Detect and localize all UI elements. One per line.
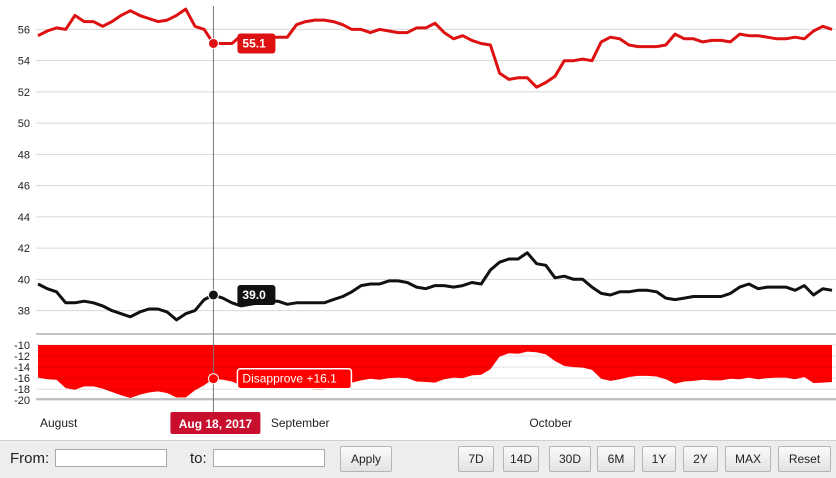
range-14d-button[interactable]: 14D <box>503 446 539 472</box>
main-y-tick-label: 56 <box>18 24 30 36</box>
spread-y-tick-label: -18 <box>14 384 30 396</box>
crosshair-date-label: Aug 18, 2017 <box>179 417 253 431</box>
spread-area <box>38 345 832 398</box>
x-axis-labels: August September October Aug 18, 2017 <box>40 412 572 434</box>
crosshair-markers: 55.1 39.0 Disapprove +16.1 <box>207 33 353 390</box>
main-y-tick-label: 46 <box>18 181 30 193</box>
spread-area-group <box>38 345 832 398</box>
range-6m-button[interactable]: 6M <box>597 446 635 472</box>
disapprove-value-label: 39.0 <box>242 288 266 302</box>
spread-value-label: Disapprove +16.1 <box>242 372 337 386</box>
approve-marker <box>207 37 219 49</box>
x-month-label: September <box>271 416 330 430</box>
approve-series-line <box>37 7 833 89</box>
approve-value-box <box>237 33 276 54</box>
spread-y-tick-label: -14 <box>14 362 30 374</box>
spread-gridlines <box>36 344 836 401</box>
main-y-tick-label: 48 <box>18 149 30 161</box>
main-y-tick-label: 54 <box>18 56 30 68</box>
from-label: From: <box>10 450 50 467</box>
main-y-tick-label: 42 <box>18 243 30 255</box>
range-7d-button[interactable]: 7D <box>458 446 494 472</box>
disapprove-value-box <box>237 284 276 305</box>
disapprove-marker <box>207 289 219 301</box>
range-2y-button[interactable]: 2Y <box>683 446 718 472</box>
crosshair-date-box <box>170 412 261 434</box>
spread-marker <box>207 373 219 385</box>
main-y-tick-label: 40 <box>18 274 30 286</box>
approve-value-label: 55.1 <box>242 36 266 50</box>
to-label: to: <box>190 450 207 467</box>
series-lines-group <box>37 7 833 322</box>
to-date-input[interactable] <box>213 449 325 467</box>
spread-y-tick-label: -20 <box>14 395 30 407</box>
main-gridlines <box>36 28 836 312</box>
main-y-tick-label: 50 <box>18 118 30 130</box>
x-month-label: August <box>40 416 78 430</box>
range-max-button[interactable]: MAX <box>725 446 771 472</box>
spread-value-box <box>236 367 353 390</box>
spread-y-axis: -10-12-14-16-18-20 <box>14 340 30 407</box>
main-y-axis: 38 40 42 44 46 48 50 52 54 56 <box>18 24 30 317</box>
main-y-tick-label: 38 <box>18 306 30 318</box>
x-month-label: October <box>529 416 572 430</box>
from-date-input[interactable] <box>55 449 167 467</box>
disapprove-series-line <box>37 251 833 322</box>
spread-y-tick-label: -12 <box>14 351 30 363</box>
range-30d-button[interactable]: 30D <box>549 446 591 472</box>
reset-button[interactable]: Reset <box>778 446 831 472</box>
spread-y-tick-label: -10 <box>14 340 30 352</box>
main-y-tick-label: 52 <box>18 87 30 99</box>
spread-y-tick-label: -16 <box>14 373 30 385</box>
apply-button[interactable]: Apply <box>340 446 392 472</box>
range-1y-button[interactable]: 1Y <box>642 446 676 472</box>
main-y-tick-label: 44 <box>18 212 30 224</box>
